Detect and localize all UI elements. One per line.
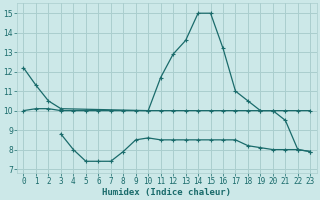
- X-axis label: Humidex (Indice chaleur): Humidex (Indice chaleur): [102, 188, 231, 197]
